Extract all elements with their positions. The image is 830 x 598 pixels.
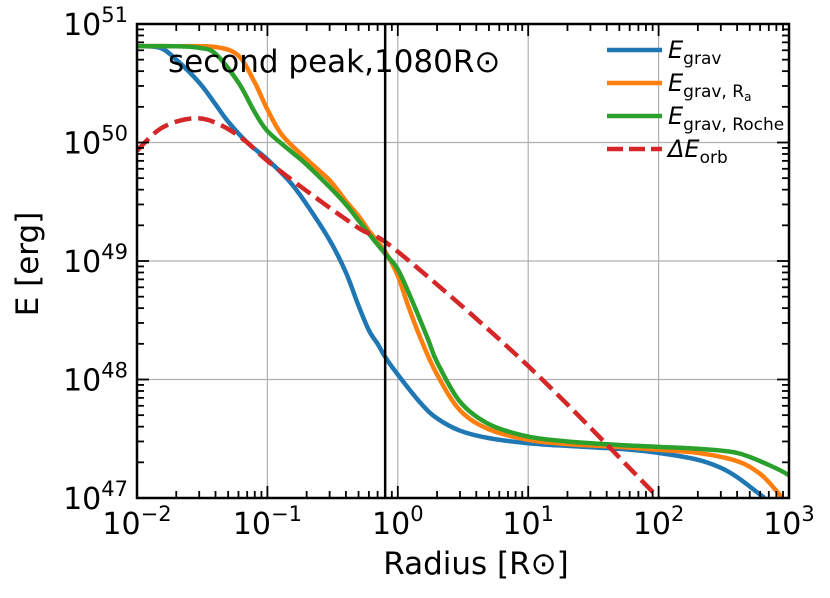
x-axis-label: Radius [R⊙] [383,546,569,582]
legend-label: Egrav [668,36,721,69]
legend-label: Egrav, Roche [668,102,784,135]
legend-label: Egrav, Ra [668,69,751,104]
x-tick-label: 10−2 [102,502,171,542]
axis-ticks [136,23,790,499]
legend-label: ΔEorb [666,135,728,168]
y-tick-labels: 1047 1048 1049 1050 1051 [63,3,128,517]
y-tick-label: 1051 [63,3,128,43]
series-line-e-grav-roche [137,43,789,479]
series-line--e-orb [137,115,661,498]
annotation-text: second peak,1080R⊙ [168,44,500,80]
x-tick-label: 102 [633,502,685,542]
x-tick-label: 103 [763,502,815,542]
y-tick-label: 1049 [63,240,128,280]
y-tick-label: 1050 [63,122,128,162]
x-tick-label: 100 [372,502,424,542]
series-line-e-grav [137,43,766,498]
x-tick-label: 10−1 [233,502,302,542]
x-tick-labels: 10−2 10−1 100 101 102 103 [102,502,814,542]
y-axis-label: E [erg] [10,212,46,317]
y-tick-label: 1048 [63,359,128,399]
y-tick-label: 1047 [63,477,128,517]
series-line-e-grav-ra [137,43,784,498]
series-layer [137,43,789,498]
x-tick-label: 101 [502,502,554,542]
